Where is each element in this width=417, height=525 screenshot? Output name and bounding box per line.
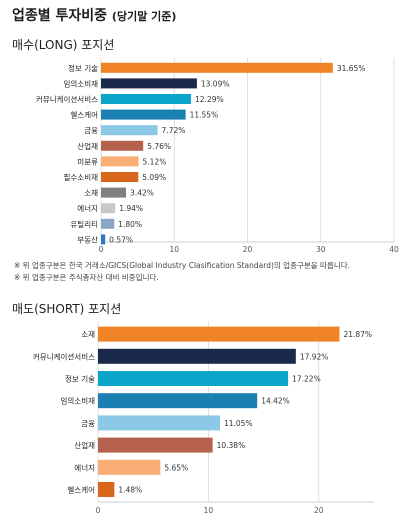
long-bar [101, 187, 127, 198]
page-title-main: 업종별 투자비중 [12, 8, 108, 24]
short-bar [98, 371, 289, 386]
short-data-label: 17.92% [300, 352, 329, 361]
long-data-label: 5.12% [143, 157, 167, 166]
short-category-label: 임의소비재 [61, 396, 96, 406]
long-x-tick-label: 20 [243, 245, 253, 254]
industry-classification-note: ※ 위 업종구분은 한국 거래소/GICS(Global Industry Cl… [14, 261, 351, 270]
long-data-label: 12.29% [195, 95, 224, 104]
long-data-label: 31.65% [337, 64, 366, 73]
long-category-label: 미분류 [77, 157, 98, 166]
long-data-label: 0.57% [109, 235, 133, 244]
long-position-chart: 0 10 20 30 40 정보 기술 31.65% 임의소비재 13.09% 커뮤니케이션서비스… [36, 58, 399, 254]
short-category-label: 정보 기술 [65, 374, 95, 384]
long-data-label: 5.76% [147, 142, 171, 151]
short-category-label: 산업재 [74, 440, 95, 450]
short-category-label: 에너지 [74, 462, 95, 472]
long-category-label: 정보 기술 [68, 63, 98, 73]
long-data-label: 5.09% [142, 173, 166, 182]
long-category-label: 소재 [84, 189, 98, 198]
short-data-label: 14.42% [261, 397, 290, 406]
long-category-label: 부동산 [77, 234, 98, 244]
long-bar [101, 234, 106, 245]
short-x-tick-label: 20 [314, 506, 324, 515]
long-position-title: 매수(LONG) 포지션 [12, 38, 115, 52]
long-category-label: 헬스케어 [70, 110, 98, 120]
long-category-label: 유틸리티 [70, 220, 98, 229]
long-bar [101, 218, 115, 229]
page-title-sub: (당기말 기준) [111, 10, 177, 23]
short-category-label: 헬스케어 [67, 485, 95, 495]
long-x-tick-label: 10 [169, 245, 179, 254]
short-bar [98, 393, 258, 409]
short-x-tick-label: 0 [96, 506, 101, 515]
long-bar [101, 109, 186, 120]
short-data-label: 1.48% [118, 486, 142, 495]
long-data-label: 3.42% [130, 189, 154, 198]
short-position-chart: 0 10 20 소재 21.87% 커뮤니케이션서비스 17.92% 정보 기술 17.22% 임… [33, 321, 374, 515]
long-bar [101, 94, 192, 104]
long-data-label: 7.72% [162, 126, 186, 135]
long-category-label: 커뮤니케이션서비스 [36, 94, 98, 104]
page-title: 업종별 투자비중 (당기말 기준) [12, 5, 176, 25]
long-x-tick-label: 40 [389, 245, 399, 254]
long-x-tick-label: 30 [316, 245, 326, 254]
short-data-label: 17.22% [292, 375, 321, 384]
short-bar [98, 348, 296, 364]
short-bar [98, 459, 161, 475]
long-data-label: 1.94% [119, 204, 143, 213]
short-data-label: 21.87% [343, 330, 372, 339]
long-category-label: 금융 [84, 126, 98, 135]
long-category-label: 산업재 [77, 141, 98, 151]
short-data-label: 5.65% [164, 463, 188, 472]
long-bar [101, 172, 139, 182]
long-category-label: 에너지 [77, 203, 98, 213]
short-bar [98, 482, 115, 497]
long-bar [101, 156, 139, 167]
weight-basis-note: ※ 위 업종구분은 주식총자산 대비 비중입니다. [14, 273, 159, 282]
long-bar [101, 78, 197, 89]
short-bar [98, 437, 213, 453]
short-position-title: 매도(SHORT) 포지션 [12, 302, 122, 316]
short-x-tick-label: 10 [204, 506, 214, 515]
long-bar [101, 62, 333, 73]
long-category-label: 임의소비재 [64, 78, 99, 88]
long-bar [101, 140, 144, 151]
long-x-tick-label: 0 [99, 245, 104, 254]
long-category-label: 필수소비재 [64, 172, 99, 182]
short-category-label: 커뮤니케이션서비스 [33, 351, 95, 361]
short-category-label: 금융 [81, 419, 95, 428]
short-bar [98, 326, 340, 342]
short-data-label: 10.38% [217, 441, 246, 450]
short-data-label: 11.05% [224, 419, 253, 428]
long-data-label: 13.09% [201, 79, 230, 88]
short-bar [98, 415, 220, 431]
long-data-label: 11.55% [190, 111, 219, 120]
long-data-label: 1.80% [118, 220, 142, 229]
long-bar [101, 125, 158, 136]
long-bar [101, 203, 116, 214]
short-category-label: 소재 [81, 330, 95, 339]
